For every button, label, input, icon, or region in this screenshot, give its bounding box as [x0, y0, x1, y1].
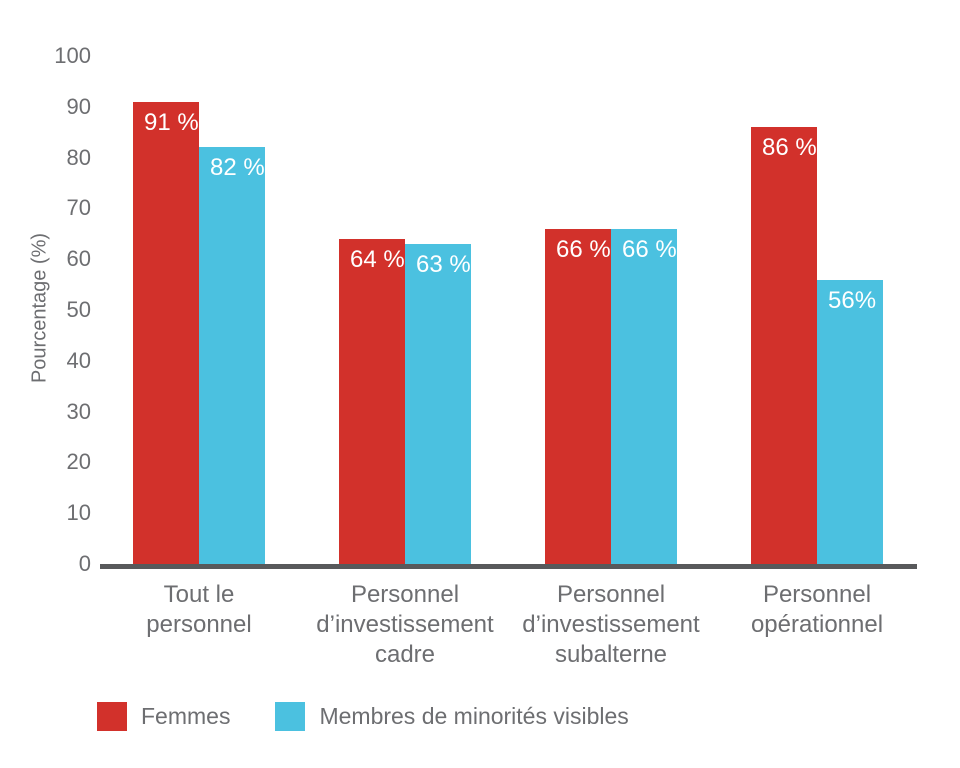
bar-femmes-3: 86 %	[751, 127, 817, 564]
bar-value-label: 56%	[828, 286, 877, 314]
bar-femmes-1: 64 %	[339, 238, 405, 564]
y-tick-label: 50	[66, 297, 91, 322]
y-tick-label: 70	[66, 195, 91, 221]
legend-item-minorites: Membres de minorités visibles	[275, 702, 629, 731]
bar-value-label: 66 %	[556, 235, 611, 263]
legend-item-femmes: Femmes	[97, 702, 230, 731]
y-tick-label: 10	[66, 500, 91, 526]
x-category-label-line: Personnel	[350, 581, 460, 608]
legend: Femmes Membres de minorités visibles	[97, 702, 629, 731]
x-category-label-line: Personnel	[762, 581, 872, 608]
bar-minorites-1: 63 %	[405, 243, 471, 564]
legend-label: Membres de minorités visibles	[319, 703, 629, 729]
bar-value-label: 86 %	[762, 134, 817, 162]
x-category-label-2: Personnel d’investissement subalterne	[496, 580, 726, 670]
y-tick-label: 0	[78, 551, 91, 576]
bar-minorites-0: 82 %	[199, 147, 265, 564]
bar-minorites-2: 66 %	[611, 228, 677, 564]
x-category-label-3: Personnel opérationnel	[702, 580, 932, 640]
legend-label: Femmes	[141, 703, 231, 729]
y-tick-label: 30	[66, 398, 91, 424]
x-category-label-line: opérationnel	[750, 611, 884, 638]
bar-value-label: 64 %	[350, 245, 405, 273]
x-category-label-line: Tout le	[163, 581, 235, 608]
x-category-label-line: Personnel	[556, 581, 666, 608]
legend-swatch-icon	[275, 702, 306, 731]
bar-femmes-0: 91 %	[133, 101, 199, 564]
x-category-label-line: personnel	[146, 611, 252, 638]
y-tick-label: 40	[66, 347, 91, 373]
bar-value-label: 91 %	[144, 108, 199, 136]
y-tick-label: 80	[66, 144, 91, 170]
x-category-label-0: Tout le personnel	[84, 580, 314, 640]
x-category-label-line: cadre	[374, 641, 436, 668]
y-tick-label: 90	[66, 93, 91, 119]
y-tick-label: 60	[66, 246, 91, 272]
y-tick-label: 20	[66, 449, 91, 475]
x-category-label-1: Personnel d’investissement cadre	[290, 580, 520, 670]
bar-minorites-3: 56%	[817, 279, 883, 564]
bar-value-label: 66 %	[622, 235, 677, 263]
x-axis-line	[100, 564, 917, 569]
x-category-label-line: d’investissement	[316, 611, 494, 638]
x-category-label-line: d’investissement	[522, 611, 700, 638]
bar-value-label: 63 %	[416, 250, 471, 278]
y-tick-label: 100	[54, 43, 91, 68]
x-category-label-line: subalterne	[554, 641, 668, 668]
bar-femmes-2: 66 %	[545, 228, 611, 564]
legend-swatch-icon	[97, 702, 127, 731]
bar-value-label: 82 %	[210, 154, 265, 182]
